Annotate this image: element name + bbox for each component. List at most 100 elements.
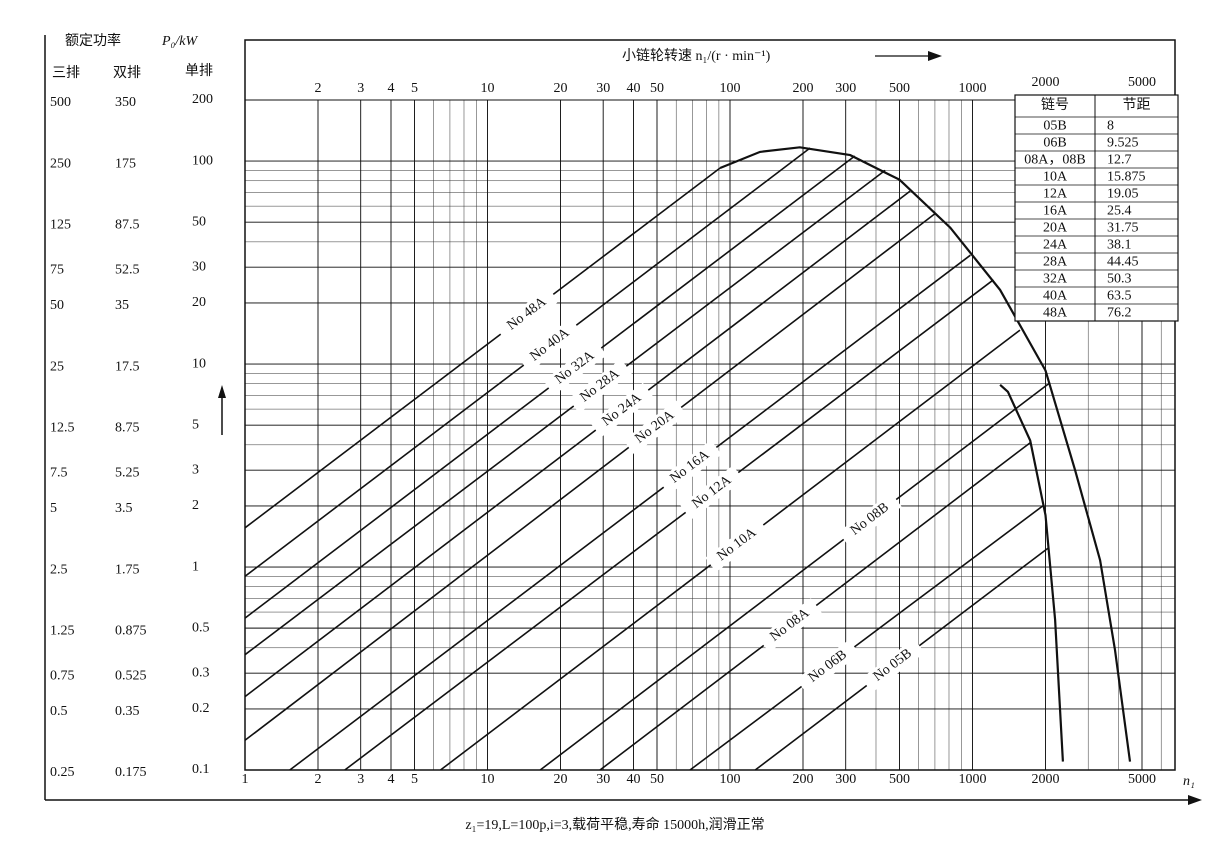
y-tick-label: 50 <box>192 214 206 229</box>
x-tick-label: 20 <box>553 772 567 787</box>
label-background <box>568 358 632 414</box>
y-axis-title: 额定功率 <box>65 32 121 49</box>
y-tick-label-triple: 5 <box>50 501 57 516</box>
x-tick-label-top: 2000 <box>1031 75 1059 90</box>
table-cell: 48A <box>1043 306 1068 321</box>
y-tick-label-double: 175 <box>115 156 136 171</box>
x-tick-label-top: 10 <box>480 81 494 96</box>
y-tick-label-triple: 25 <box>50 359 64 374</box>
x-tick-label-top: 1000 <box>958 81 986 96</box>
x-axis-label: n₁ <box>1183 774 1195 789</box>
y-axis-unit: P₀/kW <box>161 34 199 49</box>
x-tick-label-top: 100 <box>719 81 740 96</box>
y-column-header: 三排 <box>52 65 80 81</box>
y-tick-label-double: 52.5 <box>115 262 140 277</box>
y-tick-label-triple: 250 <box>50 156 71 171</box>
y-tick-label-triple: 0.75 <box>50 668 75 683</box>
x-tick-label: 100 <box>719 772 740 787</box>
label-background <box>518 318 582 373</box>
envelope-curve <box>719 146 1132 762</box>
y-tick-label-triple: 2.5 <box>50 562 68 577</box>
y-tick-label-triple: 12.5 <box>50 420 75 435</box>
y-tick-label-triple: 0.5 <box>50 704 68 719</box>
y-tick-label-double: 35 <box>115 298 129 313</box>
y-tick-label: 1 <box>192 559 199 574</box>
x-tick-label-top: 40 <box>626 81 640 96</box>
y-tick-label-double: 0.525 <box>115 668 147 683</box>
x-tick-label-top: 5 <box>411 81 418 96</box>
table-header: 节距 <box>1123 97 1151 113</box>
y-tick-label-double: 350 <box>115 95 136 110</box>
table-cell: 24A <box>1043 238 1068 253</box>
table-cell: 12.7 <box>1107 153 1132 168</box>
table-cell: 20A <box>1043 221 1068 236</box>
arrow-head <box>1188 795 1202 805</box>
x-axis-title: 小链轮转速 n₁/(r · min⁻¹) <box>622 48 771 64</box>
table-cell: 9.525 <box>1107 136 1139 151</box>
y-tick-label-double: 0.35 <box>115 704 140 719</box>
label-background <box>838 492 902 547</box>
y-tick-label-double: 0.175 <box>115 765 147 780</box>
x-tick-label-top: 3 <box>357 81 364 96</box>
y-tick-label-triple: 7.5 <box>50 465 68 480</box>
label-background <box>590 382 654 438</box>
envelope-curve <box>999 383 1064 762</box>
x-tick-label: 1000 <box>958 772 986 787</box>
table-cell: 28A <box>1043 255 1068 270</box>
label-background <box>658 440 722 495</box>
label-background <box>680 465 744 520</box>
table-cell: 31.75 <box>1107 221 1139 236</box>
x-tick-label: 30 <box>596 772 610 787</box>
x-tick-label-top: 30 <box>596 81 610 96</box>
x-tick-label-top: 4 <box>387 81 394 96</box>
table-cell: 38.1 <box>1107 238 1132 253</box>
y-tick-label: 0.5 <box>192 620 210 635</box>
y-column-header: 单排 <box>185 63 213 79</box>
x-tick-label: 1 <box>242 772 249 787</box>
x-tick-label: 500 <box>889 772 910 787</box>
label-background <box>705 517 769 573</box>
label-background <box>495 287 559 342</box>
table-cell: 44.45 <box>1107 255 1139 270</box>
table-cell: 50.3 <box>1107 272 1132 287</box>
table-cell: 40A <box>1043 289 1068 304</box>
title-arrow-head <box>928 51 942 61</box>
y-tick-label: 3 <box>192 462 199 477</box>
label-background <box>861 638 925 693</box>
chain-line <box>244 169 886 656</box>
x-tick-label: 4 <box>387 772 394 787</box>
table-cell: 8 <box>1107 119 1114 134</box>
label-background <box>623 400 687 455</box>
table-cell: 63.5 <box>1107 289 1132 304</box>
table-cell: 06B <box>1043 136 1066 151</box>
table-background <box>1014 94 1179 322</box>
table-cell: 12A <box>1043 187 1068 202</box>
up-arrow-head <box>218 385 226 398</box>
y-tick-label-double: 3.5 <box>115 501 133 516</box>
x-tick-label-top: 5000 <box>1128 75 1156 90</box>
y-tick-label-triple: 500 <box>50 95 71 110</box>
y-column-header: 双排 <box>113 65 141 81</box>
y-tick-label: 200 <box>192 92 213 107</box>
table-cell: 16A <box>1043 204 1068 219</box>
chain-line <box>244 213 936 741</box>
x-tick-label: 5 <box>411 772 418 787</box>
y-tick-label: 0.3 <box>192 665 210 680</box>
x-tick-label-top: 2 <box>314 81 321 96</box>
x-tick-label-top: 20 <box>553 81 567 96</box>
y-tick-label: 5 <box>192 417 199 432</box>
table-cell: 08A，08B <box>1024 153 1085 168</box>
table-cell: 25.4 <box>1107 204 1132 219</box>
y-tick-label: 2 <box>192 498 199 513</box>
plot-frame <box>244 39 1176 771</box>
x-tick-label: 10 <box>480 772 494 787</box>
label-background <box>796 639 860 694</box>
table-header: 链号 <box>1041 97 1069 113</box>
y-tick-label-double: 17.5 <box>115 359 140 374</box>
chain-line <box>244 190 911 698</box>
chain-line <box>289 254 971 771</box>
y-tick-label-triple: 75 <box>50 262 64 277</box>
y-tick-label-triple: 0.25 <box>50 765 75 780</box>
x-tick-label: 2000 <box>1031 772 1059 787</box>
